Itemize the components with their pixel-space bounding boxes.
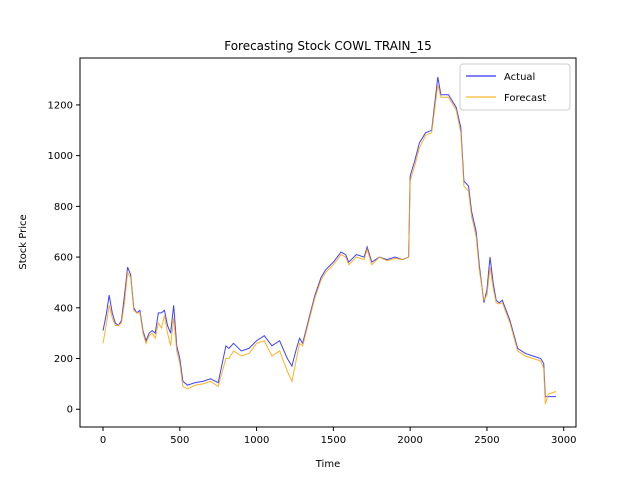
chart-title: Forecasting Stock COWL TRAIN_15 (224, 39, 432, 53)
x-tick-label: 3000 (551, 435, 576, 446)
legend-forecast-label: Forecast (504, 93, 546, 104)
x-tick-label: 1000 (244, 435, 269, 446)
x-tick-label: 1500 (321, 435, 346, 446)
x-tick-label: 0 (100, 435, 106, 446)
y-tick-label: 800 (54, 202, 73, 213)
x-axis-label: Time (315, 459, 340, 470)
legend-actual-label: Actual (504, 72, 535, 83)
x-tick-label: 2500 (474, 435, 499, 446)
y-tick-label: 0 (67, 405, 73, 416)
y-tick-label: 400 (54, 303, 73, 314)
y-axis-label: Stock Price (18, 214, 29, 269)
series-line-forecast (102, 84, 557, 405)
ticks-layer: 0 500 1000 1500 2000 2500 3000 0 200 400 600 800 100… (48, 100, 577, 446)
y-tick-label: 600 (54, 253, 73, 264)
x-tick-label: 500 (170, 435, 189, 446)
series-layer (102, 76, 557, 405)
x-tick-label: 2000 (397, 435, 422, 446)
legend: Actual Forecast (459, 63, 571, 111)
y-tick-label: 1200 (48, 100, 73, 111)
y-tick-label: 1000 (48, 151, 73, 162)
y-tick-label: 200 (54, 354, 73, 365)
plot-frame (79, 57, 577, 428)
